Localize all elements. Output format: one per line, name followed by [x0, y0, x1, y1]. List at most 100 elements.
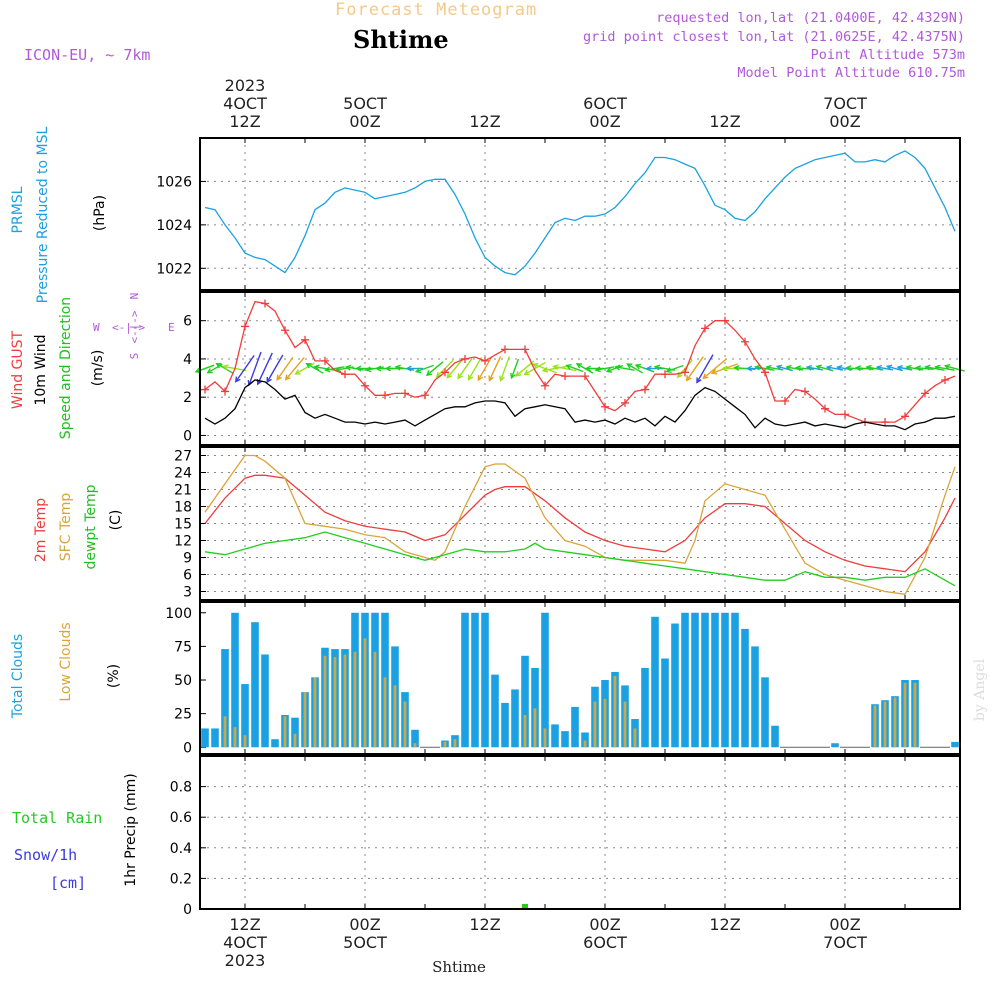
gust-marker — [661, 370, 669, 379]
wind-arrow — [515, 360, 535, 377]
top-axis-label: 12Z — [229, 112, 260, 131]
total-cloud-bar — [751, 646, 759, 748]
y-tick-label: 0.6 — [170, 810, 192, 826]
low-cloud-bar — [363, 638, 367, 748]
total-cloud-bar — [671, 623, 679, 748]
wind-arrow — [906, 366, 924, 371]
total-cloud-bar — [571, 706, 579, 748]
total-cloud-bar — [661, 658, 669, 748]
temp-2m-label: 2m Temp — [33, 498, 49, 562]
top-axis-label: 7OCT — [823, 94, 867, 113]
y-tick-label: 1024 — [156, 218, 192, 234]
clouds-unit: (%) — [106, 664, 122, 688]
total-cloud-bar — [701, 612, 709, 748]
wind-arrowhead — [405, 365, 412, 372]
series-line-sfc-temp — [204, 454, 956, 596]
wind-arrow — [666, 364, 684, 373]
total-cloud-bar — [761, 677, 769, 748]
gust-marker — [401, 389, 409, 398]
wind-arrowhead — [815, 364, 822, 371]
wind-arrowhead — [384, 365, 391, 372]
total-cloud-bar — [471, 612, 479, 748]
gust-marker — [281, 326, 289, 335]
low-cloud-bar — [403, 701, 407, 748]
pressure-unit: (hPa) — [92, 195, 108, 231]
low-cloud-bar — [883, 701, 887, 748]
low-cloud-bar — [293, 733, 297, 748]
low-cloud-bar — [903, 682, 907, 748]
gust-marker — [881, 418, 889, 427]
wind-gust-label: Wind GUST — [10, 330, 26, 409]
low-cloud-bar — [373, 651, 377, 748]
low-cloud-bar — [343, 654, 347, 748]
temp-dewpt-label: dewpt Temp — [83, 484, 99, 569]
low-cloud-bar — [303, 692, 307, 748]
wind-arrowhead — [702, 373, 709, 380]
gust-marker — [721, 316, 729, 325]
wind-arrowhead — [865, 364, 872, 371]
bottom-axis-label: 2023 — [225, 951, 266, 970]
wind-arrow — [306, 363, 324, 374]
pressure-label-reduced: Pressure Reduced to MSL — [35, 126, 51, 303]
pressure-side-labels: PRMSL Pressure Reduced to MSL (hPa) — [10, 126, 108, 303]
low-cloud-bar — [613, 675, 617, 748]
y-tick-label: 9 — [183, 551, 192, 567]
total-cloud-bar — [711, 612, 719, 748]
bottom-axis-label: 12Z — [709, 915, 740, 934]
panel-wind: 0 2 4 6 — [183, 291, 965, 446]
low-cloud-bar — [913, 682, 917, 748]
wind-arrowhead — [334, 366, 342, 373]
gust-marker — [381, 391, 389, 400]
series-line-prmsl — [204, 150, 956, 276]
temp-unit: (C) — [108, 510, 124, 531]
gust-marker — [481, 356, 489, 365]
y-tick-label: 75 — [174, 639, 192, 655]
low-cloud-bar — [233, 727, 237, 748]
wind-arrow — [325, 366, 345, 371]
wind-arrowhead — [825, 364, 833, 371]
wind-arrowhead — [634, 363, 642, 370]
wind-arrow — [524, 361, 546, 376]
panel-frame — [199, 446, 961, 601]
wind-arrowhead — [565, 364, 572, 370]
gust-marker — [781, 397, 789, 406]
bottom-axis-label: 4OCT — [223, 933, 267, 952]
compass-horizontal-arrow: <-|-> — [112, 321, 145, 334]
wind-arrowhead — [364, 366, 372, 373]
wind-arrowhead — [222, 364, 229, 371]
wind-arrow — [266, 354, 284, 383]
total-cloud-bar — [241, 684, 249, 748]
wind-arrowhead — [276, 374, 282, 381]
wind-arrow — [916, 367, 934, 370]
total-cloud-bar — [481, 612, 489, 748]
low-clouds-label: Low Clouds — [58, 622, 74, 701]
total-cloud-bar — [211, 728, 219, 748]
low-cloud-bar — [243, 735, 247, 748]
y-tick-label: 25 — [174, 707, 192, 723]
bottom-axis-label: 00Z — [829, 915, 860, 934]
panel-precipitation: 0 0.2 0.4 0.6 0.8 — [170, 755, 961, 918]
wind-arrowhead — [324, 366, 331, 373]
wind-arrow — [276, 356, 294, 381]
low-cloud-bar — [383, 677, 387, 748]
wind-arrowhead — [924, 364, 931, 371]
forecast-title: Forecast Meteogram — [335, 0, 537, 20]
wind-arrowhead — [584, 365, 591, 372]
y-tick-label: 6 — [183, 568, 192, 584]
low-cloud-bar — [873, 705, 877, 748]
wind-arrow — [248, 351, 262, 386]
low-cloud-bar — [453, 739, 457, 748]
wind-arrowhead — [425, 370, 433, 377]
wind-arrowhead — [854, 365, 862, 372]
y-tick-label: 0 — [183, 428, 192, 444]
low-cloud-bar — [533, 708, 537, 748]
wind-arrowhead — [305, 362, 312, 369]
rain-bar — [522, 903, 528, 909]
total-cloud-bar — [641, 667, 649, 748]
wind-arrowhead — [499, 375, 505, 382]
wind-arrow — [945, 365, 965, 372]
compass-south: S — [128, 353, 141, 360]
wind-arrowhead — [845, 365, 852, 372]
